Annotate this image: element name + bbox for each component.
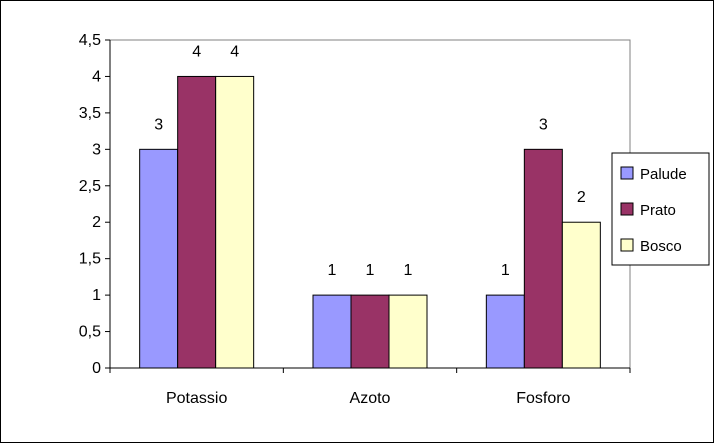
bar-palude: [485, 294, 525, 369]
data-label: 2: [577, 189, 586, 206]
y-tick-label: 3,5: [79, 105, 101, 122]
data-label: 3: [154, 116, 163, 133]
data-label: 4: [230, 43, 239, 60]
data-label: 3: [539, 116, 548, 133]
y-tick-label: 4,5: [79, 32, 101, 49]
bar-prato: [350, 294, 390, 369]
legend-label: Prato: [640, 202, 676, 219]
bar-prato: [177, 75, 217, 369]
bar-bosco: [388, 294, 428, 369]
legend-swatch-bosco: [620, 238, 634, 252]
legend-swatch-prato: [620, 202, 634, 216]
y-tick-label: 2,5: [79, 178, 101, 195]
data-label: 1: [501, 262, 510, 279]
legend: Palude Prato Bosco: [611, 152, 710, 266]
x-category-label: Azoto: [350, 390, 391, 407]
bar-palude: [139, 148, 179, 369]
y-tick-label: 1: [92, 287, 101, 304]
data-label: 4: [192, 43, 201, 60]
bar-prato: [523, 148, 563, 369]
legend-label: Palude: [640, 166, 687, 183]
y-tick-label: 0,5: [79, 324, 101, 341]
x-category-label: Fosforo: [516, 390, 570, 407]
data-label: 1: [366, 262, 375, 279]
data-label: 1: [404, 262, 413, 279]
y-tick-label: 0: [92, 360, 101, 377]
y-tick-label: 2: [92, 214, 101, 231]
bar-palude: [312, 294, 352, 369]
legend-label: Bosco: [640, 238, 682, 255]
legend-swatch-palude: [620, 166, 634, 180]
y-axis: 0 0,5 1 1,5 2 2,5 3 3,5 4 4,5: [79, 32, 111, 377]
bars-group: [139, 75, 601, 369]
y-tick-label: 4: [92, 68, 101, 85]
y-tick-label: 3: [92, 141, 101, 158]
bar-bosco: [215, 75, 255, 369]
x-category-label: Potassio: [166, 390, 227, 407]
data-labels-group: 3 1 1 4 1 3 4 1 2: [154, 43, 586, 279]
y-tick-label: 1,5: [79, 251, 101, 268]
bar-bosco: [561, 221, 601, 369]
data-label: 1: [328, 262, 337, 279]
